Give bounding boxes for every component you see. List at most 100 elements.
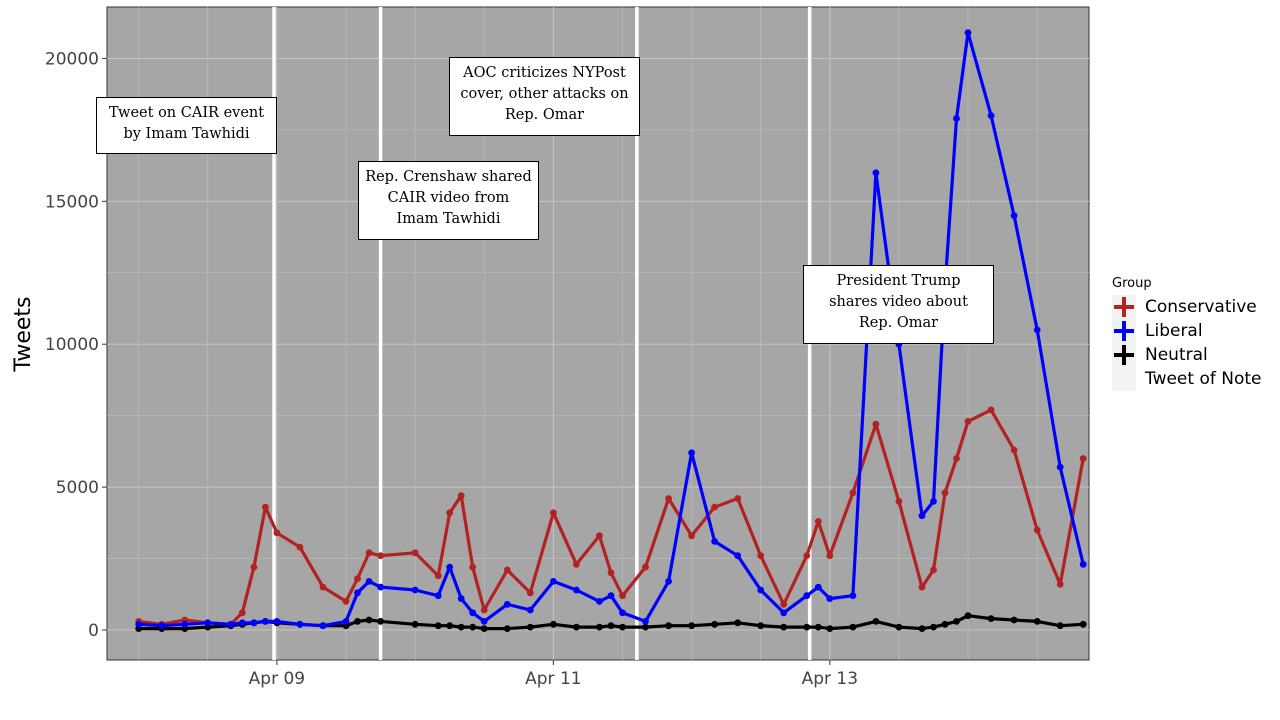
data-point-liberal (573, 586, 580, 594)
data-point-liberal (930, 498, 937, 505)
data-point-neutral (1010, 616, 1018, 624)
data-point-liberal (262, 618, 269, 625)
x-tick-label: Apr 11 (525, 669, 581, 689)
data-point-conservative (296, 543, 304, 551)
data-point-conservative (941, 489, 949, 497)
data-point-liberal (457, 595, 465, 602)
data-point-neutral (895, 623, 903, 631)
y-tick-label: 10000 (45, 335, 99, 355)
data-point-liberal (526, 606, 534, 614)
y-tick-label: 15000 (45, 192, 99, 212)
data-point-conservative (457, 492, 465, 500)
annotation-line: Rep. Omar (858, 315, 939, 331)
y-tick-label: 5000 (56, 478, 99, 498)
data-point-liberal (342, 618, 350, 625)
legend-item-tweet-of-note: Tweet of Note (1112, 367, 1278, 391)
data-point-conservative (480, 606, 488, 614)
data-point-conservative (642, 563, 649, 571)
data-point-neutral (573, 623, 580, 631)
data-point-neutral (930, 623, 937, 631)
legend-item-liberal: Liberal (1112, 319, 1278, 343)
y-axis: 0 5000 10000 15000 20000 (45, 49, 107, 641)
data-point-liberal (238, 619, 246, 627)
data-point-neutral (872, 618, 880, 625)
data-point-liberal (411, 586, 419, 594)
annotation-line: President Trump (836, 273, 961, 289)
data-point-neutral (446, 622, 454, 630)
annotation-line: cover, other attacks on (460, 86, 629, 102)
data-point-conservative (526, 589, 534, 597)
data-point-liberal (757, 586, 765, 594)
data-point-conservative (607, 569, 615, 577)
legend-label: Conservative (1145, 297, 1257, 317)
annotation-trump: President Trump shares video about Rep. … (803, 265, 994, 344)
data-point-neutral (619, 623, 626, 631)
data-point-conservative (619, 592, 626, 600)
annotation-cair-event: Tweet on CAIR event by Imam Tawhidi (96, 97, 277, 154)
data-point-liberal (987, 112, 995, 119)
data-point-conservative (734, 495, 742, 502)
legend-title: Group (1112, 276, 1152, 291)
data-point-neutral (803, 623, 811, 631)
data-point-conservative (1079, 455, 1087, 462)
data-point-conservative (342, 598, 350, 605)
data-point-conservative (446, 509, 454, 517)
legend-label: Neutral (1145, 345, 1208, 365)
series-lines (135, 29, 1087, 632)
annotation-line: CAIR video from (387, 190, 510, 206)
data-point-neutral (665, 622, 672, 630)
data-point-neutral (354, 618, 361, 625)
data-point-neutral (780, 623, 788, 631)
data-point-liberal (377, 583, 384, 591)
x-tick-label: Apr 13 (802, 669, 858, 689)
data-point-neutral (918, 625, 926, 632)
data-point-conservative (803, 552, 811, 560)
data-point-liberal (953, 115, 960, 122)
data-point-conservative (434, 572, 442, 580)
data-point-neutral (964, 612, 972, 620)
annotation-line: shares video about (829, 294, 968, 310)
data-point-liberal (365, 578, 373, 585)
data-point-conservative (826, 552, 834, 560)
data-point-conservative (238, 609, 246, 617)
data-point-liberal (434, 592, 442, 600)
data-point-conservative (930, 566, 937, 574)
data-point-liberal (918, 512, 926, 520)
data-point-conservative (757, 552, 765, 560)
data-point-conservative (1010, 446, 1018, 454)
annotation-aoc: AOC criticizes NYPost cover, other attac… (449, 57, 640, 136)
data-point-liberal (1033, 326, 1041, 334)
data-point-conservative (953, 455, 960, 462)
data-point-neutral (526, 623, 534, 631)
data-point-neutral (550, 620, 557, 628)
data-point-conservative (411, 549, 419, 557)
data-point-liberal (964, 29, 972, 37)
data-point-neutral (642, 623, 649, 631)
annotation-crenshaw: Rep. Crenshaw shared CAIR video from Ima… (358, 161, 539, 240)
legend-item-conservative: Conservative (1112, 295, 1278, 319)
data-point-liberal (227, 620, 235, 628)
data-point-liberal (273, 618, 281, 625)
data-point-liberal (814, 583, 822, 591)
data-point-neutral (377, 618, 384, 625)
data-point-neutral (469, 623, 477, 631)
data-point-conservative (354, 575, 361, 582)
data-point-neutral (711, 620, 718, 628)
data-point-neutral (826, 625, 834, 632)
data-point-conservative (573, 560, 580, 568)
data-point-neutral (596, 623, 603, 631)
legend-label: Tweet of Note (1145, 369, 1262, 389)
data-point-neutral (734, 619, 742, 627)
data-point-liberal (1079, 560, 1087, 568)
data-point-neutral (849, 623, 857, 631)
data-point-conservative (918, 583, 926, 591)
data-point-liberal (550, 578, 557, 585)
data-point-conservative (262, 503, 269, 511)
data-point-conservative (273, 529, 281, 537)
y-tick-label: 0 (88, 621, 99, 641)
data-point-liberal (619, 609, 626, 617)
annotation-line: Rep. Crenshaw shared (365, 169, 532, 185)
data-point-conservative (987, 406, 995, 414)
y-tick-label: 20000 (45, 49, 99, 69)
annotation-line: AOC criticizes NYPost (463, 65, 626, 81)
